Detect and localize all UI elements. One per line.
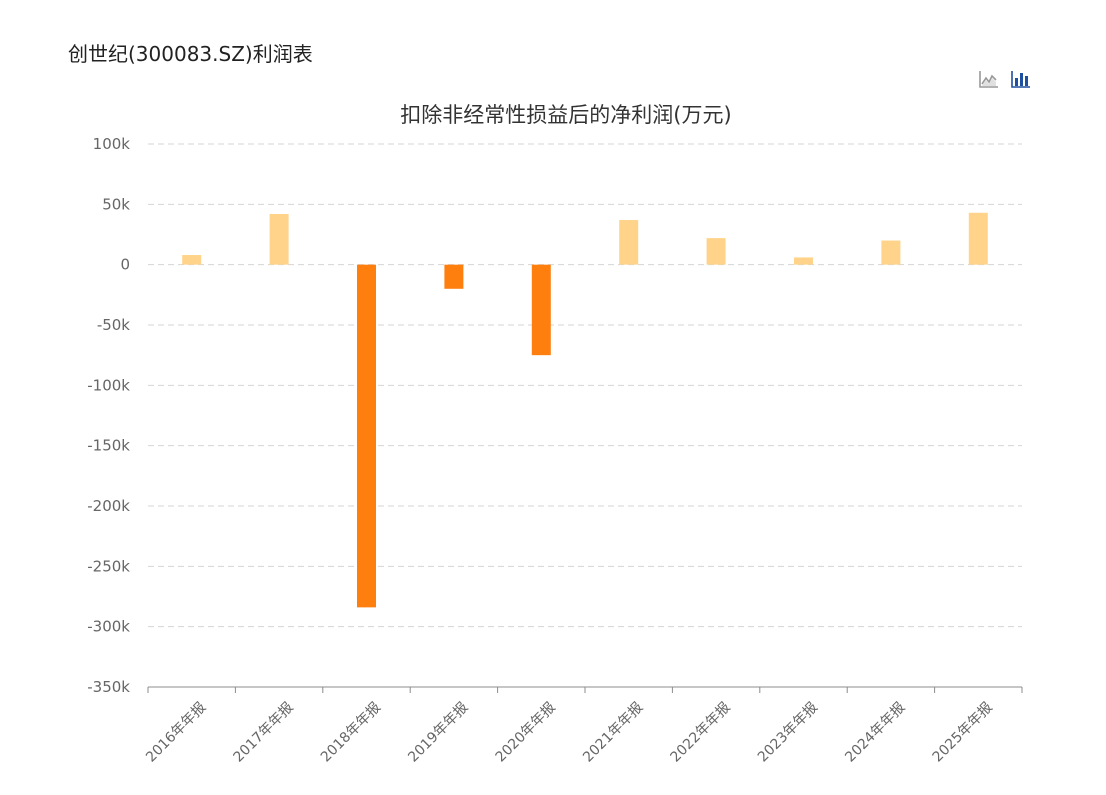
x-tick-label: 2018年年报 [318, 699, 384, 765]
x-tick-label: 2019年年报 [405, 699, 471, 765]
x-axis [147, 686, 1023, 693]
bar-2021年年报[interactable] [619, 220, 639, 265]
x-tick-label: 2025年年报 [930, 699, 996, 765]
x-tick-label: 2017年年报 [230, 699, 296, 765]
y-tick-label: -350k [87, 678, 130, 696]
bar-2020年年报[interactable] [531, 264, 551, 356]
y-tick-label: -100k [87, 376, 130, 394]
page-title: 创世纪(300083.SZ)利润表 [68, 42, 313, 66]
bar-2024年年报[interactable] [881, 240, 901, 265]
bar-2019年年报[interactable] [444, 264, 464, 289]
y-tick-label: 100k [93, 135, 131, 153]
x-tick-label: 2020年年报 [493, 699, 559, 765]
x-tick-label: 2016年年报 [143, 699, 209, 765]
bar-2025年年报[interactable] [968, 212, 988, 265]
x-axis-labels: 2016年年报 2017年年报 2018年年报 2019年年报 2020年年报 2021年… [143, 699, 996, 765]
y-tick-label: -250k [87, 557, 130, 575]
bar-2018年年报[interactable] [357, 264, 376, 608]
bar-2017年年报[interactable] [269, 213, 289, 265]
y-axis-ticks: 100k 50k 0 -50k -100k -150k -200k -250k -300k -35… [87, 135, 130, 696]
y-tick-label: -50k [97, 316, 130, 334]
grid-lines [148, 143, 1022, 628]
y-tick-label: 50k [102, 195, 130, 213]
bar-chart-icon[interactable] [1010, 68, 1032, 90]
chart-title: 扣除非经常性损益后的净利润(万元) [400, 103, 731, 127]
x-tick-label: 2023年年报 [755, 699, 821, 765]
bars [182, 212, 988, 608]
x-tick-label: 2021年年报 [580, 699, 646, 765]
bar-2023年年报[interactable] [794, 257, 813, 265]
line-chart-icon[interactable] [978, 68, 1000, 90]
bar-2016年年报[interactable] [182, 255, 202, 265]
y-tick-label: 0 [120, 256, 130, 274]
y-tick-label: -300k [87, 618, 130, 636]
x-tick-label: 2022年年报 [667, 699, 733, 765]
y-tick-label: -150k [87, 437, 130, 455]
x-tick-label: 2024年年报 [842, 699, 908, 765]
y-tick-label: -200k [87, 497, 130, 515]
chart-type-toolbar [978, 68, 1032, 90]
bar-2022年年报[interactable] [706, 238, 726, 265]
